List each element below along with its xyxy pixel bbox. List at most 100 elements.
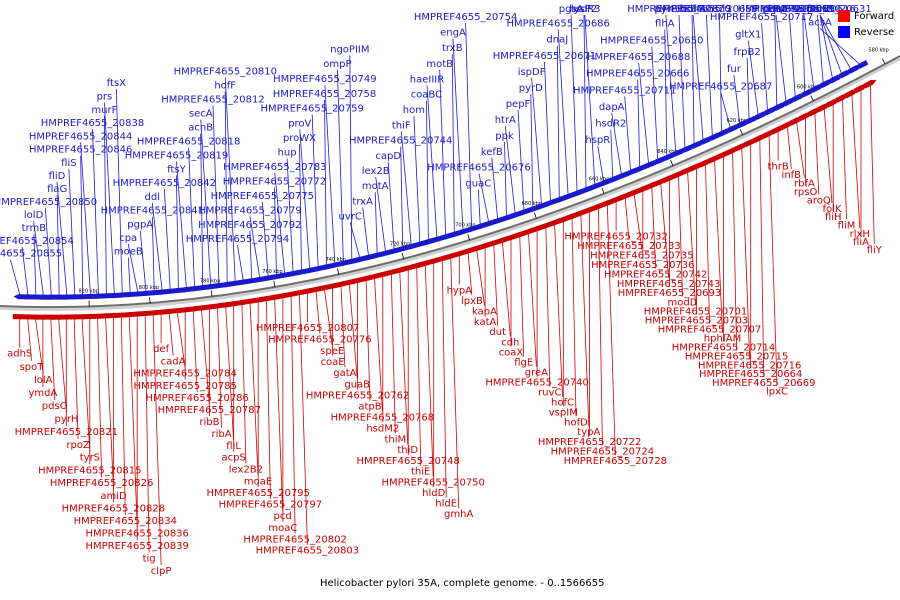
reverse-gene-label: frpB2 — [733, 47, 760, 58]
reverse-gene-arrow — [798, 88, 813, 98]
reverse-gene-label: HMPREF4655_20792 — [198, 220, 301, 231]
forward-gene-leader — [50, 317, 56, 401]
forward-gene-label: HMPREF4655_20762 — [306, 391, 409, 402]
forward-gene-label: cdh — [501, 337, 519, 348]
forward-gene-leader — [441, 258, 447, 498]
reverse-gene-leader — [597, 145, 605, 184]
reverse-gene-label: HMPREF4655_20854 — [0, 236, 74, 247]
forward-gene-label: HMPREF4655_20828 — [62, 504, 165, 515]
reverse-gene-arrow — [353, 255, 368, 263]
reverse-gene-leader — [387, 161, 395, 251]
reverse-gene-label: hsdM — [679, 4, 706, 15]
forward-gene-arrow — [825, 99, 840, 108]
reverse-gene-leader — [104, 102, 115, 296]
forward-gene-leader — [192, 308, 198, 392]
forward-gene-leader — [97, 316, 102, 478]
forward-gene-leader — [399, 270, 409, 445]
forward-gene-label: infB — [782, 170, 802, 181]
reverse-gene-label: trxB — [442, 43, 463, 54]
reverse-swatch — [838, 26, 850, 38]
reverse-gene-leader — [491, 157, 499, 221]
reverse-gene-leader — [374, 192, 378, 256]
forward-gene-leader — [528, 231, 537, 367]
reverse-gene-label: HMPREF4655_20690 — [738, 4, 841, 15]
reverse-gene-label: HMPREF4655_20844 — [29, 132, 132, 143]
reverse-gene-leader — [651, 46, 659, 162]
forward-gene-label: HMPREF4655_20785 — [133, 381, 236, 392]
reverse-gene-arrow — [606, 174, 621, 183]
forward-gene-label: HMPREF4655_20803 — [256, 546, 359, 557]
reverse-gene-leader — [400, 131, 412, 247]
forward-gene-label: pdsO — [42, 401, 68, 412]
reverse-gene-label: ppk — [495, 131, 514, 142]
reverse-gene-leader — [92, 129, 99, 297]
forward-gene-label: HMPREF4655_20735 — [590, 251, 693, 262]
forward-gene-leader — [768, 133, 778, 386]
forward-gene-label: hypA — [447, 286, 473, 297]
reverse-gene-label: cpa — [119, 233, 137, 244]
reverse-gene-label: HMPREF4655_20775 — [211, 191, 314, 202]
reverse-gene-leader — [504, 141, 507, 218]
reverse-gene-leader — [544, 61, 551, 203]
reverse-gene-leader — [163, 189, 171, 292]
reverse-gene-leader — [774, 14, 778, 108]
reverse-gene-leader — [692, 14, 704, 142]
reverse-gene-leader — [151, 202, 163, 293]
reverse-gene-arrow — [835, 69, 850, 79]
reverse-gene-label: HMPREF4655_20666 — [586, 69, 689, 80]
reverse-gene-label: fliS — [61, 158, 76, 169]
tick-mark — [210, 290, 213, 297]
forward-gene-leader — [823, 106, 833, 203]
reverse-gene-arrow — [552, 194, 567, 203]
forward-gene-leader — [786, 124, 792, 169]
forward-gene-leader — [606, 203, 616, 456]
tick-mark — [739, 129, 744, 136]
forward-gene-label: hofC — [551, 398, 574, 409]
reverse-gene-leader — [610, 129, 614, 180]
forward-gene-label: HMPREF4655_20701 — [644, 306, 747, 317]
reverse-gene-label: HMPREF4655_20838 — [41, 118, 144, 129]
reverse-gene-arrow — [733, 120, 748, 129]
reverse-gene-label: flhA — [655, 19, 675, 30]
reverse-gene-leader — [33, 233, 37, 298]
forward-gene-leader — [580, 213, 590, 427]
reverse-gene-arrow — [789, 93, 803, 102]
reverse-gene-leader — [200, 119, 212, 287]
forward-gene-label: thrB — [767, 161, 788, 172]
forward-gene-leader — [624, 196, 630, 241]
reverse-gene-leader — [477, 189, 481, 227]
reverse-gene-label: trxA — [352, 196, 373, 207]
reverse-gene-arrow — [482, 219, 497, 227]
legend: Forward Reverse — [838, 8, 894, 40]
reverse-gene-leader — [439, 69, 447, 237]
reverse-gene-leader — [139, 230, 147, 294]
reverse-gene-label: pgpA — [127, 219, 153, 230]
reverse-gene-leader — [691, 14, 695, 146]
reverse-gene-label: prs — [97, 92, 113, 103]
reverse-gene-leader — [127, 243, 139, 295]
forward-gene-label: rpoZ — [66, 440, 90, 451]
reverse-gene-leader — [176, 175, 179, 291]
forward-gene-label: gatA — [333, 368, 356, 379]
reverse-gene-leader — [188, 147, 195, 289]
reverse-gene-leader — [413, 116, 421, 245]
forward-gene-leader — [27, 316, 32, 361]
reverse-gene-arrow — [491, 216, 506, 224]
forward-gene-label: atpB — [358, 402, 381, 413]
tick-label: 760 kbp — [262, 269, 282, 275]
reverse-gene-leader — [517, 109, 525, 213]
legend-forward: Forward — [838, 8, 894, 24]
reverse-gene-leader — [349, 222, 361, 260]
reverse-gene-label: htrA — [495, 115, 516, 126]
forward-gene-label: HMPREF4655_20786 — [145, 393, 248, 404]
forward-gene-leader — [519, 234, 525, 357]
backbone-shadow — [0, 56, 900, 312]
forward-gene-label: modD — [668, 297, 698, 308]
reverse-gene-arrow — [651, 156, 666, 165]
reverse-gene-leader — [56, 181, 68, 298]
tick-label: 620 kbp — [727, 118, 747, 124]
forward-gene-label: rpsO — [794, 187, 818, 198]
reverse-gene-leader — [775, 14, 787, 104]
reverse-gene-leader — [530, 93, 534, 210]
